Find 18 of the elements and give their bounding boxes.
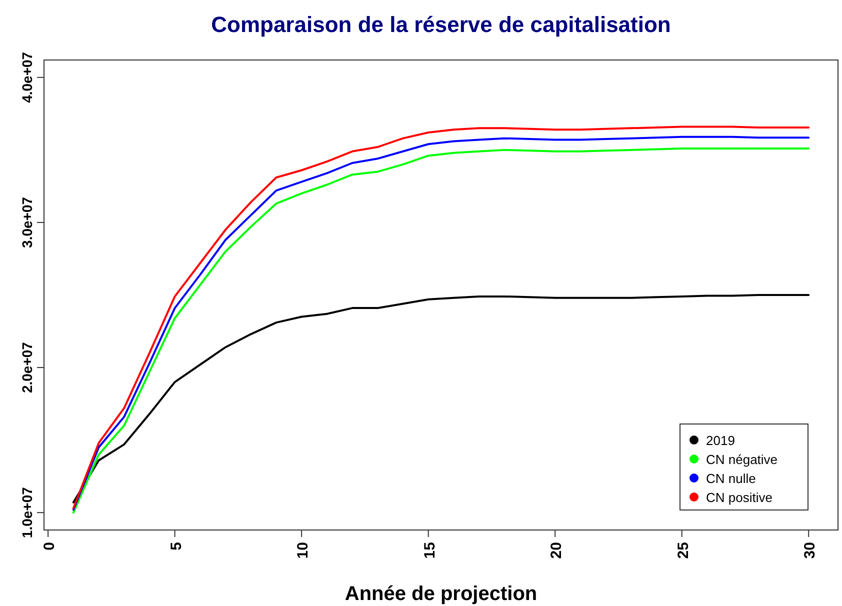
y-tick-label: 3.0e+07: [19, 196, 35, 248]
x-tick-label: 25: [674, 542, 692, 559]
x-tick-label: 0: [41, 542, 58, 550]
y-tick-label: 1.0e+07: [19, 486, 35, 538]
legend-label: 2019: [706, 433, 735, 448]
legend-label: CN positive: [706, 490, 772, 505]
x-tick-label: 5: [168, 542, 185, 550]
legend-label: CN négative: [706, 452, 778, 467]
x-tick-label: 15: [421, 542, 438, 559]
x-tick-label: 20: [548, 542, 566, 559]
chart-title: Comparaison de la réserve de capitalisation: [211, 12, 671, 37]
x-axis-title: Année de projection: [344, 583, 538, 605]
legend-label: CN nulle: [706, 471, 756, 486]
line-series: [72, 294, 810, 504]
y-tick-label: 2.0e+07: [19, 342, 35, 394]
x-tick-label: 10: [294, 542, 312, 559]
y-tick-label: 4.0e+07: [19, 52, 35, 103]
x-tick-label: 30: [802, 542, 819, 559]
